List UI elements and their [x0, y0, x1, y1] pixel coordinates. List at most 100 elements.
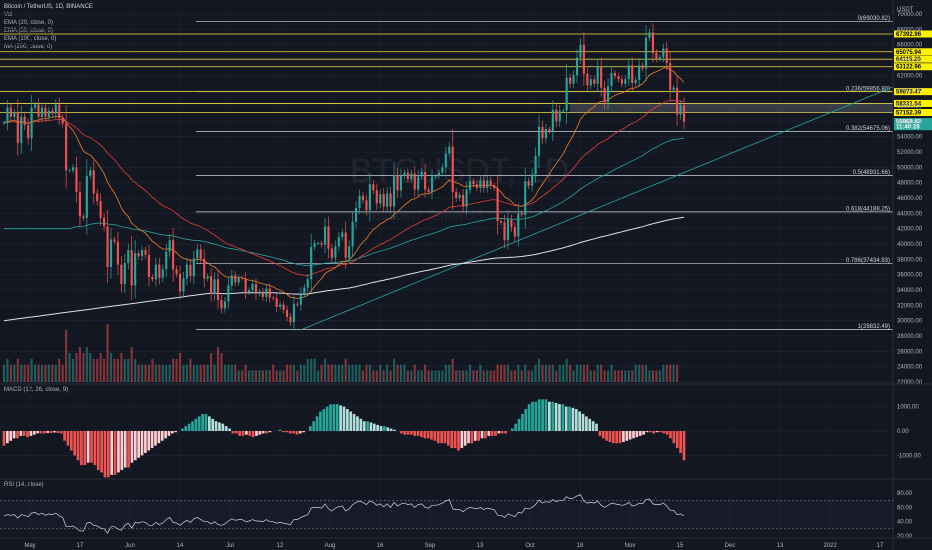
fib-level-label: 0(69030.82)	[858, 16, 890, 22]
volume-bars	[2, 324, 679, 382]
volume-bar	[437, 370, 440, 382]
candle-body	[178, 273, 182, 292]
volume-bar	[51, 364, 54, 382]
volume-bar	[175, 358, 178, 382]
volume-bar	[248, 370, 251, 382]
volume-bar	[182, 364, 185, 382]
volume-bar	[161, 364, 164, 382]
time-axis[interactable]: May 17 Jun 14 Jul 12 Aug 16 Sep 13 Oct 18 Nov 15 Dec 13…	[0, 537, 932, 549]
volume-bar	[16, 358, 19, 382]
volume-bar	[275, 370, 278, 382]
volume-bar	[317, 370, 320, 382]
macd-histogram-bar	[618, 431, 622, 444]
macd-histogram-bar	[561, 404, 565, 431]
price-tag-label: 64115.20	[896, 57, 921, 63]
volume-bar	[541, 364, 544, 382]
volume-bar	[203, 364, 206, 382]
candle-body	[33, 104, 37, 108]
macd-histogram-bar	[433, 431, 437, 441]
volume-bar	[589, 370, 592, 382]
rsi-panel-label[interactable]: RSI (14, close)	[4, 482, 44, 488]
volume-bar	[413, 364, 416, 382]
macd-histogram-bar	[76, 431, 80, 461]
candle-body	[399, 175, 403, 191]
candle-body	[317, 243, 320, 245]
candle-body	[506, 219, 510, 241]
macd-histogram-bar	[295, 431, 299, 435]
candle-body	[524, 181, 527, 215]
volume-bar	[672, 364, 675, 382]
macd-histogram-bar	[611, 431, 615, 444]
time-tick-label: 15	[677, 543, 684, 549]
fibonacci-retracement[interactable]: 0(69030.82) 0.236(59856.80) 0.382(54675.06…	[0, 16, 894, 331]
macd-histogram-bar	[127, 431, 130, 468]
candle-body	[569, 77, 572, 84]
candle-body	[141, 250, 144, 257]
candle-body	[341, 232, 344, 238]
macd-histogram-bar	[319, 411, 322, 431]
candle-body	[458, 194, 461, 198]
macd-histogram-bar	[359, 418, 363, 431]
macd-histogram-bar	[258, 431, 262, 435]
volume-bar	[475, 370, 478, 382]
volume-bar	[517, 364, 520, 382]
candle-body	[486, 180, 489, 189]
candle-body	[527, 181, 530, 186]
volume-bar	[320, 364, 323, 382]
candle-body	[617, 76, 620, 80]
macd-histogram-bar	[288, 431, 292, 434]
volume-bar	[468, 364, 472, 382]
volume-bar	[386, 364, 389, 382]
candle-body	[196, 249, 199, 259]
volume-bar	[27, 364, 30, 382]
rsi-tick-label: 40.00	[897, 520, 913, 526]
ema50-indicator-label[interactable]: EMA (50, close, 0)	[4, 28, 54, 34]
volume-bar	[455, 370, 458, 382]
candle-body	[292, 303, 296, 323]
volume-bar	[213, 364, 216, 382]
macd-panel-label[interactable]: MACD (12, 26, close, 9)	[4, 387, 69, 393]
ma200-indicator-label[interactable]: MA (200, close, 0)	[4, 44, 53, 50]
candle-body	[30, 107, 33, 139]
price-tag-label: 65075.94	[896, 50, 922, 56]
volume-bar	[368, 364, 371, 382]
symbol-title[interactable]: Bitcoin / TetherUS, 1D, BINANCE	[4, 4, 93, 10]
volume-bar	[327, 364, 330, 382]
volume-bar	[579, 364, 582, 382]
volume-bar	[537, 358, 541, 382]
candle-body	[620, 79, 623, 84]
candle-body	[158, 264, 161, 278]
candle-body	[130, 250, 133, 286]
candle-body	[548, 129, 551, 132]
macd-histogram-bar	[591, 421, 595, 431]
candle-body	[230, 275, 233, 286]
volume-bar	[451, 358, 454, 382]
macd-histogram-bar	[103, 431, 107, 478]
candle-body	[106, 226, 109, 267]
volume-bar	[341, 364, 344, 382]
macd-histogram-bar	[423, 431, 427, 439]
price-axis[interactable]: 70000.00 68000.00 66000.00 64000.00 62000.00…	[892, 0, 923, 550]
volume-bar	[151, 358, 154, 382]
volume-bar	[75, 353, 78, 382]
macd-histogram-bar	[204, 413, 208, 431]
candle-body	[669, 63, 672, 90]
volume-bar	[58, 358, 61, 382]
macd-tick-label: 1000.00	[897, 405, 919, 411]
volume-bar	[137, 364, 140, 382]
volume-bar	[389, 370, 392, 382]
candle-body	[606, 86, 610, 103]
volume-indicator-label[interactable]: Vol	[4, 12, 13, 18]
candle-body	[296, 303, 299, 305]
macd-histogram-bar	[531, 401, 534, 431]
macd-histogram-bar	[241, 431, 245, 436]
ema20-indicator-label[interactable]: EMA (20, close, 0)	[4, 20, 54, 26]
volume-bar	[134, 358, 137, 382]
candle-body	[120, 264, 123, 284]
volume-bar	[120, 353, 123, 382]
time-tick-label: 16	[377, 543, 384, 549]
candle-body	[624, 79, 627, 84]
candle-body	[272, 297, 275, 299]
